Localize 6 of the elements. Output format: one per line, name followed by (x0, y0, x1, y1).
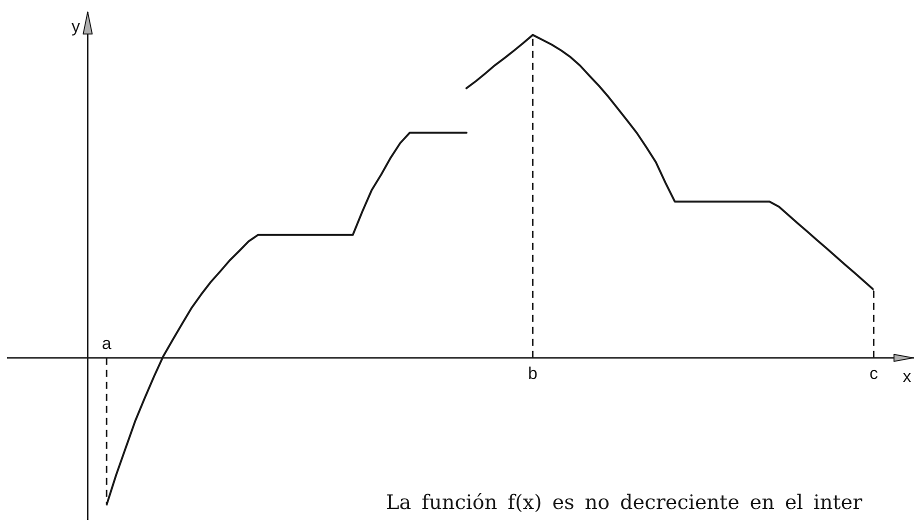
y-axis-title: y (71, 17, 80, 36)
x-tick-label: b (528, 364, 538, 383)
x-tick-label: a (102, 334, 112, 353)
x-axis-title: x (902, 366, 912, 386)
annotation: La función f(x) es no decreciente en el inter (386, 490, 863, 514)
x-tick-label: c (869, 364, 878, 383)
